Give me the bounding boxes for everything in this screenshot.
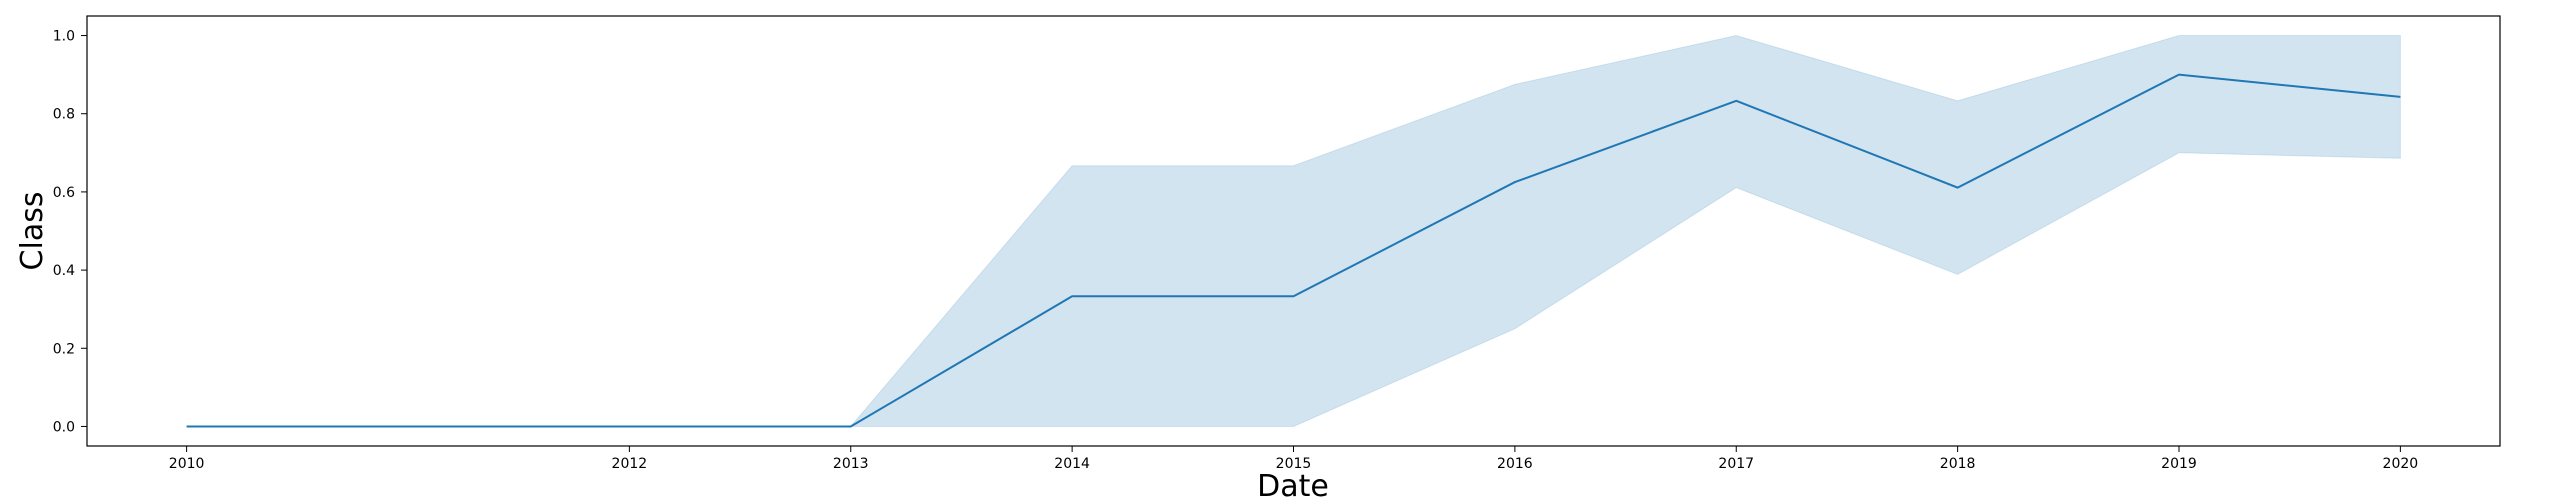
- x-tick-label: 2019: [2161, 456, 2197, 472]
- x-tick-label: 2020: [2383, 456, 2419, 472]
- x-tick-label: 2010: [169, 456, 205, 472]
- x-tick-label: 2018: [1940, 456, 1976, 472]
- x-tick-label: 2014: [1054, 456, 1090, 472]
- y-tick-label: 0.0: [53, 419, 75, 435]
- y-tick-label: 0.2: [53, 341, 75, 357]
- y-tick-label: 1.0: [53, 29, 75, 45]
- y-tick-label: 0.8: [53, 107, 75, 123]
- plot-background: [87, 16, 2500, 446]
- x-tick-label: 2017: [1718, 456, 1754, 472]
- x-axis: 2010 2012 2013 2014 2015 2016 2017 2018 2019 2020: [169, 446, 2418, 472]
- x-tick-label: 2015: [1276, 456, 1312, 472]
- x-tick-label: 2012: [612, 456, 648, 472]
- x-axis-title: Date: [1257, 469, 1329, 500]
- y-tick-label: 0.4: [53, 263, 75, 279]
- y-axis: 0.0 0.2 0.4 0.6 0.8 1.0: [53, 29, 87, 435]
- series-line: [186, 73, 2401, 428]
- y-tick-label: 0.6: [53, 185, 75, 201]
- x-tick-label: 2013: [833, 456, 869, 472]
- x-tick-label: 2016: [1497, 456, 1533, 472]
- y-axis-title: Class: [15, 192, 50, 271]
